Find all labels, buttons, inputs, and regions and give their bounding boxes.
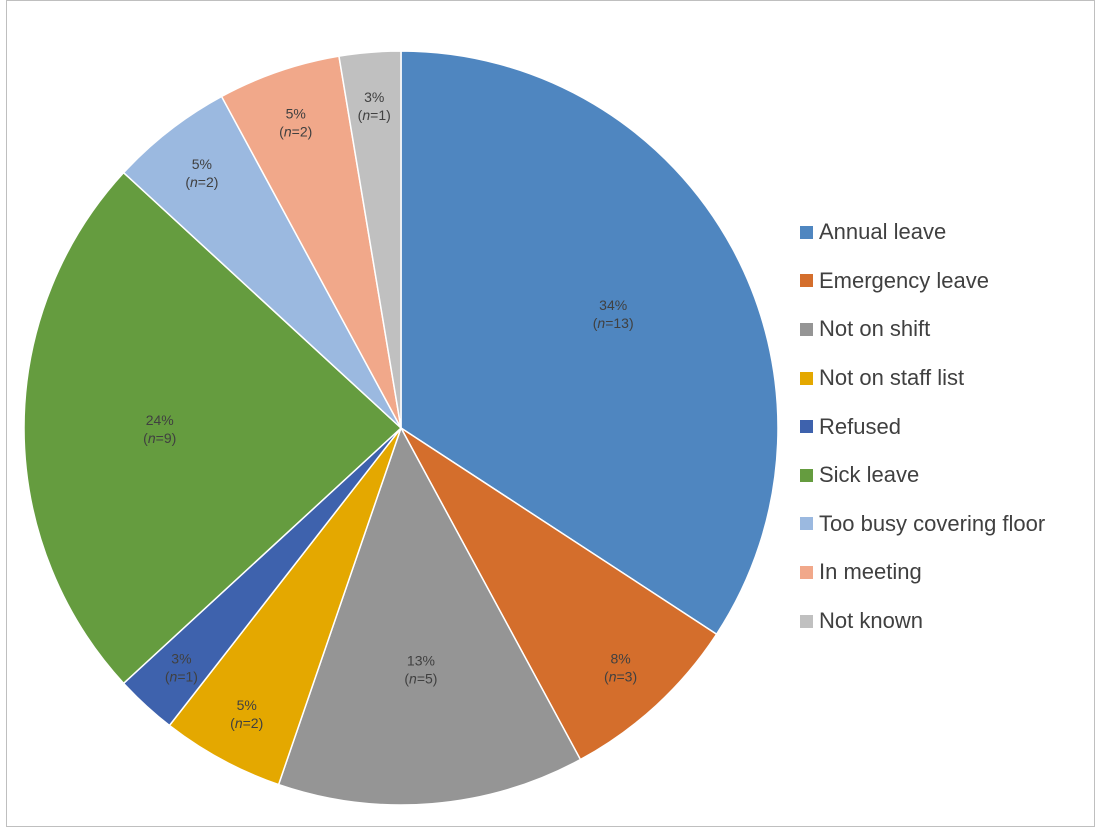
data-label-count: (n=5)	[404, 670, 437, 686]
legend-label: Refused	[819, 413, 901, 439]
data-label-refused: 3% (n=1)	[165, 651, 198, 685]
legend-label: In meeting	[819, 559, 922, 585]
data-label-percent: 5%	[286, 105, 306, 121]
pie-slice-sick-leave	[23, 171, 403, 685]
data-label-count: (n=3)	[604, 669, 637, 685]
legend-item-not-known: Not known	[800, 597, 1045, 646]
data-label-not-known: 3% (n=1)	[358, 89, 391, 123]
legend-swatch	[800, 614, 813, 628]
legend-item-refused: Refused	[800, 402, 1045, 451]
data-label-count: (n=1)	[358, 107, 391, 123]
legend-item-not-on-shift: Not on shift	[800, 305, 1045, 354]
legend-swatch	[800, 468, 813, 482]
legend-label: Too busy covering floor	[819, 510, 1046, 536]
data-label-count: (n=2)	[185, 174, 218, 190]
legend-swatch	[800, 225, 813, 239]
pie-slice-emergency-leave	[400, 427, 718, 761]
legend-label: Annual leave	[819, 219, 947, 245]
legend-swatch	[800, 322, 813, 336]
legend-item-sick-leave: Sick leave	[800, 451, 1045, 500]
data-label-too-busy-covering-floor: 5% (n=2)	[185, 156, 218, 190]
legend: Annual leave Emergency leave Not on shift N…	[800, 208, 1045, 645]
data-label-percent: 13%	[407, 652, 435, 668]
data-label-percent: 8%	[610, 651, 630, 667]
data-label-percent: 3%	[171, 651, 191, 667]
legend-item-not-on-staff-list: Not on staff list	[800, 354, 1045, 403]
pie-slice-annual-leave	[400, 50, 779, 636]
data-label-percent: 5%	[237, 697, 257, 713]
data-label-percent: 5%	[192, 156, 212, 172]
pie-slice-not-on-shift	[277, 426, 582, 806]
data-label-count: (n=13)	[593, 315, 634, 331]
legend-swatch	[800, 565, 813, 579]
data-label-count: (n=1)	[165, 669, 198, 685]
data-label-annual-leave: 34% (n=13)	[593, 297, 634, 331]
legend-swatch	[800, 371, 813, 385]
legend-label: Sick leave	[819, 462, 920, 488]
legend-label: Not known	[819, 608, 923, 634]
legend-swatch	[800, 274, 813, 288]
data-label-not-on-staff-list: 5% (n=2)	[230, 697, 263, 731]
data-label-count: (n=2)	[279, 123, 312, 139]
data-label-count: (n=9)	[143, 430, 176, 446]
data-label-count: (n=2)	[230, 715, 263, 731]
legend-label: Emergency leave	[819, 267, 989, 293]
data-label-in-meeting: 5% (n=2)	[279, 105, 312, 139]
data-label-percent: 3%	[364, 89, 384, 105]
legend-swatch	[800, 420, 813, 434]
pie-slice-not-known	[338, 50, 402, 429]
legend-item-annual-leave: Annual leave	[800, 208, 1045, 257]
data-label-sick-leave: 24% (n=9)	[143, 412, 176, 446]
legend-label: Not on shift	[819, 316, 931, 342]
legend-item-too-busy-covering-floor: Too busy covering floor	[800, 500, 1045, 549]
data-label-emergency-leave: 8% (n=3)	[604, 651, 637, 685]
data-label-not-on-shift: 13% (n=5)	[404, 652, 437, 686]
legend-item-emergency-leave: Emergency leave	[800, 257, 1045, 306]
data-label-percent: 34%	[599, 297, 627, 313]
legend-item-in-meeting: In meeting	[800, 548, 1045, 597]
data-label-percent: 24%	[146, 412, 174, 428]
legend-label: Not on staff list	[819, 365, 965, 391]
legend-swatch	[800, 517, 813, 531]
